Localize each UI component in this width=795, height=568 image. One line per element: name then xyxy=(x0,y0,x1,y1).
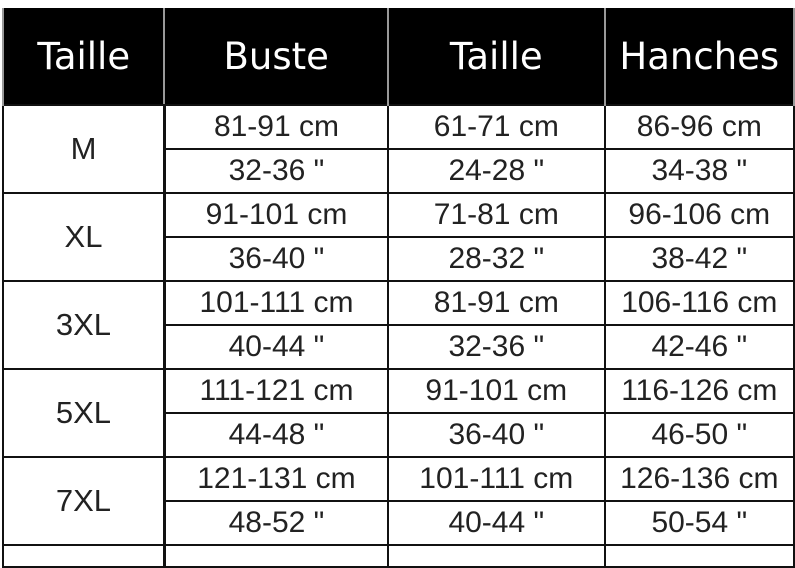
table-row-cm: M 81-91 cm 61-71 cm 86-96 cm xyxy=(1,104,795,194)
bust-inch-cell: 44-48 " xyxy=(163,412,389,458)
hips-inch-cell: 38-42 " xyxy=(603,236,795,282)
table-row-cm: 3XL 101-111 cm 81-91 cm 106-116 cm xyxy=(1,280,795,370)
cut-off-row xyxy=(1,544,795,568)
table-row-inch: 44-48 " 36-40 " 46-50 " xyxy=(3,412,795,458)
waist-inch-cell: 28-32 " xyxy=(387,236,606,282)
header-bust: Buste xyxy=(163,8,389,105)
bust-inch-cell: 48-52 " xyxy=(163,500,389,546)
bust-inch-cell: 32-36 " xyxy=(163,148,389,194)
header-size: Taille xyxy=(1,8,166,105)
hips-cm-cell: 96-106 cm xyxy=(603,192,795,238)
bust-cm-cell: 111-121 cm xyxy=(163,368,389,414)
hips-inch-cell: 50-54 " xyxy=(603,500,795,546)
size-label: M xyxy=(1,104,166,194)
header-waist: Taille xyxy=(387,8,606,105)
table-row-inch: 40-44 " 32-36 " 42-46 " xyxy=(3,324,795,370)
table-row-cm: XL 91-101 cm 71-81 cm 96-106 cm xyxy=(1,192,795,282)
table-row-inch: 32-36 " 24-28 " 34-38 " xyxy=(3,148,795,194)
bust-cm-cell: 101-111 cm xyxy=(163,280,389,326)
empty-cell xyxy=(163,544,389,568)
waist-cm-cell: 61-71 cm xyxy=(387,104,606,150)
waist-inch-cell: 36-40 " xyxy=(387,412,606,458)
hips-inch-cell: 46-50 " xyxy=(603,412,795,458)
table-row-cm: 5XL 111-121 cm 91-101 cm 116-126 cm xyxy=(1,368,795,458)
bust-cm-cell: 121-131 cm xyxy=(163,456,389,502)
waist-inch-cell: 24-28 " xyxy=(387,148,606,194)
waist-cm-cell: 71-81 cm xyxy=(387,192,606,238)
waist-cm-cell: 81-91 cm xyxy=(387,280,606,326)
hips-cm-cell: 126-136 cm xyxy=(603,456,795,502)
hips-cm-cell: 116-126 cm xyxy=(603,368,795,414)
bust-inch-cell: 36-40 " xyxy=(163,236,389,282)
empty-cell xyxy=(603,544,795,568)
size-label: 3XL xyxy=(1,280,166,370)
bust-inch-cell: 40-44 " xyxy=(163,324,389,370)
waist-inch-cell: 40-44 " xyxy=(387,500,606,546)
bust-cm-cell: 81-91 cm xyxy=(163,104,389,150)
size-label: 7XL xyxy=(1,456,166,546)
hips-inch-cell: 42-46 " xyxy=(603,324,795,370)
waist-cm-cell: 91-101 cm xyxy=(387,368,606,414)
header-row: Taille Buste Taille Hanches xyxy=(1,8,795,105)
size-chart-table: Taille Buste Taille Hanches M 81-91 cm 61-… xyxy=(1,8,795,568)
bust-cm-cell: 91-101 cm xyxy=(163,192,389,238)
table-row-inch: 48-52 " 40-44 " 50-54 " xyxy=(3,500,795,546)
waist-cm-cell: 101-111 cm xyxy=(387,456,606,502)
empty-cell xyxy=(387,544,606,568)
size-label: XL xyxy=(1,192,166,282)
table-row-cm: 7XL 121-131 cm 101-111 cm 126-136 cm xyxy=(1,456,795,546)
hips-cm-cell: 106-116 cm xyxy=(603,280,795,326)
hips-cm-cell: 86-96 cm xyxy=(603,104,795,150)
waist-inch-cell: 32-36 " xyxy=(387,324,606,370)
hips-inch-cell: 34-38 " xyxy=(603,148,795,194)
empty-cell xyxy=(1,544,166,568)
size-label: 5XL xyxy=(1,368,166,458)
table-row-inch: 36-40 " 28-32 " 38-42 " xyxy=(3,236,795,282)
header-hips: Hanches xyxy=(603,8,795,105)
